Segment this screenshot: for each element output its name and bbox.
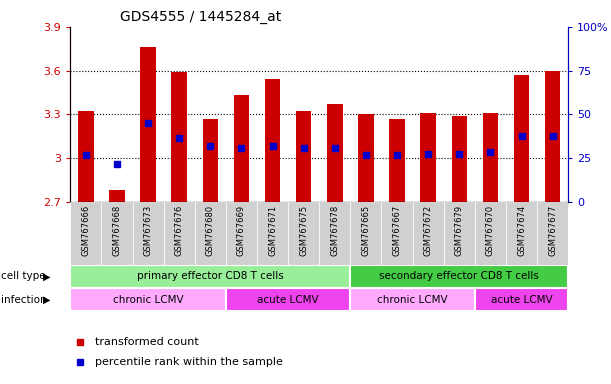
- Bar: [78, 111, 93, 202]
- Text: acute LCMV: acute LCMV: [257, 295, 319, 305]
- Text: percentile rank within the sample: percentile rank within the sample: [95, 358, 283, 367]
- Text: chronic LCMV: chronic LCMV: [378, 295, 448, 305]
- Text: GSM767671: GSM767671: [268, 205, 277, 256]
- Text: GSM767677: GSM767677: [548, 205, 557, 256]
- FancyBboxPatch shape: [288, 202, 320, 265]
- FancyBboxPatch shape: [350, 265, 568, 288]
- Text: GSM767666: GSM767666: [81, 205, 90, 256]
- FancyBboxPatch shape: [101, 202, 133, 265]
- FancyBboxPatch shape: [475, 288, 568, 311]
- Text: GSM767667: GSM767667: [392, 205, 401, 256]
- Text: GDS4555 / 1445284_at: GDS4555 / 1445284_at: [120, 10, 281, 25]
- Text: ▶: ▶: [43, 295, 51, 305]
- Text: GSM767668: GSM767668: [112, 205, 122, 256]
- FancyBboxPatch shape: [133, 202, 164, 265]
- FancyBboxPatch shape: [226, 202, 257, 265]
- FancyBboxPatch shape: [350, 288, 475, 311]
- Text: acute LCMV: acute LCMV: [491, 295, 552, 305]
- FancyBboxPatch shape: [381, 202, 412, 265]
- Bar: [109, 190, 125, 202]
- Text: GSM767674: GSM767674: [517, 205, 526, 256]
- Text: cell type: cell type: [1, 271, 46, 281]
- Bar: [233, 95, 249, 202]
- FancyBboxPatch shape: [506, 202, 537, 265]
- Text: infection: infection: [1, 295, 47, 305]
- Bar: [514, 75, 529, 202]
- Bar: [389, 119, 405, 202]
- Text: primary effector CD8 T cells: primary effector CD8 T cells: [137, 271, 284, 281]
- FancyBboxPatch shape: [537, 202, 568, 265]
- Bar: [545, 71, 560, 202]
- FancyBboxPatch shape: [412, 202, 444, 265]
- Text: chronic LCMV: chronic LCMV: [113, 295, 183, 305]
- Text: GSM767675: GSM767675: [299, 205, 308, 256]
- Text: GSM767679: GSM767679: [455, 205, 464, 256]
- FancyBboxPatch shape: [195, 202, 226, 265]
- Bar: [265, 79, 280, 202]
- Text: GSM767673: GSM767673: [144, 205, 153, 256]
- FancyBboxPatch shape: [320, 202, 350, 265]
- Bar: [296, 111, 312, 202]
- Bar: [327, 104, 343, 202]
- FancyBboxPatch shape: [70, 202, 101, 265]
- Text: secondary effector CD8 T cells: secondary effector CD8 T cells: [379, 271, 540, 281]
- FancyBboxPatch shape: [164, 202, 195, 265]
- FancyBboxPatch shape: [444, 202, 475, 265]
- FancyBboxPatch shape: [350, 202, 381, 265]
- FancyBboxPatch shape: [475, 202, 506, 265]
- Bar: [172, 72, 187, 202]
- Text: GSM767678: GSM767678: [331, 205, 339, 256]
- Bar: [358, 114, 374, 202]
- Bar: [420, 113, 436, 202]
- Text: GSM767676: GSM767676: [175, 205, 184, 256]
- Bar: [483, 113, 498, 202]
- Text: GSM767670: GSM767670: [486, 205, 495, 256]
- Text: GSM767680: GSM767680: [206, 205, 215, 256]
- Bar: [141, 47, 156, 202]
- FancyBboxPatch shape: [70, 288, 226, 311]
- FancyBboxPatch shape: [226, 288, 350, 311]
- Bar: [202, 119, 218, 202]
- Text: GSM767669: GSM767669: [237, 205, 246, 256]
- FancyBboxPatch shape: [257, 202, 288, 265]
- Text: ▶: ▶: [43, 271, 51, 281]
- Bar: [452, 116, 467, 202]
- Text: GSM767672: GSM767672: [423, 205, 433, 256]
- Text: transformed count: transformed count: [95, 337, 199, 347]
- Text: GSM767665: GSM767665: [362, 205, 370, 256]
- FancyBboxPatch shape: [70, 265, 350, 288]
